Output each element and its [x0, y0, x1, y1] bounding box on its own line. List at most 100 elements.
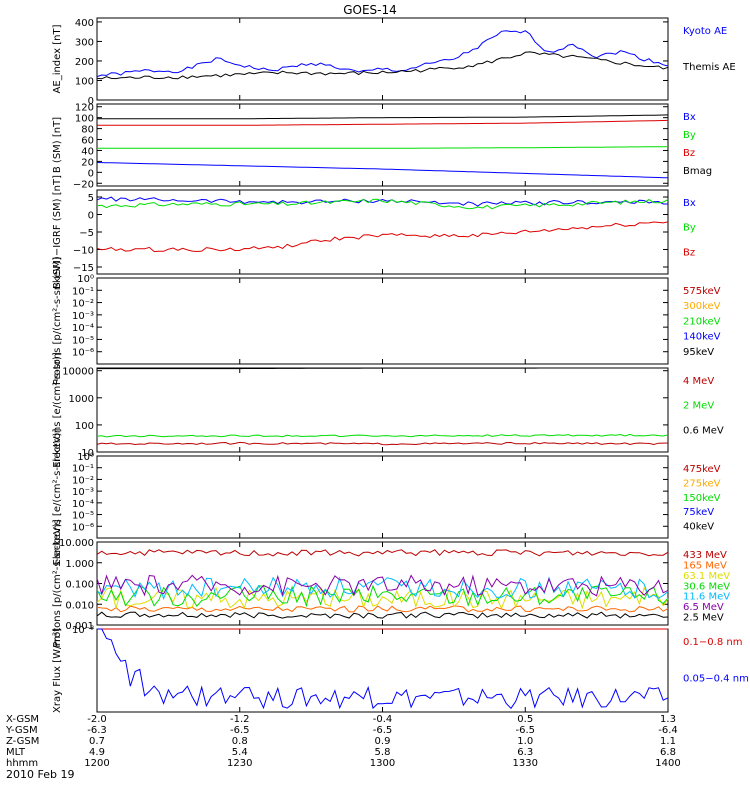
ephemeris-table: X-GSM -2.0 -1.2 -0.4 0.5 1.3 Y-GSM -6.3 -6.5 -6.5…	[5, 714, 681, 769]
y-axis-label: B (SM)−IGRF (SM) [nT]	[52, 175, 63, 289]
legend-entry: Themis AE	[682, 62, 736, 73]
series-line	[96, 441, 669, 446]
series-line	[96, 196, 668, 207]
legend-entry: 30.6 MeV	[683, 581, 730, 592]
ephem-label: X-GSM	[6, 714, 39, 725]
y-tick-label: −15	[73, 263, 94, 274]
y-axis-label: Xray Flux [W/m²]	[52, 628, 63, 713]
legend-entry: By	[683, 223, 696, 234]
y-tick-label: 10⁻⁸	[72, 625, 94, 636]
ephem-value: 1.3	[660, 714, 676, 725]
ephem-value: 6.3	[517, 747, 533, 758]
legend-entry: Bz	[683, 148, 695, 159]
y-tick-label: 40	[81, 146, 94, 157]
series-line	[96, 584, 669, 608]
y-tick-label: 100	[75, 421, 94, 432]
y-tick-label: −20	[73, 179, 94, 190]
series-line	[96, 162, 669, 179]
y-tick-label: 20	[81, 157, 94, 168]
y-tick-label: 10⁻⁴	[72, 323, 94, 334]
y-tick-label: 10⁻²	[72, 475, 94, 486]
ephem-value: 1.0	[517, 736, 533, 747]
legend-entry: Bx	[683, 198, 696, 209]
y-axis-label: AE_index [nT]	[52, 24, 63, 93]
ephem-value: -0.4	[373, 714, 393, 725]
legend-entry: 475keV	[683, 464, 721, 475]
y-axis-label: Electrons [e/(cm²-s-sr-keV)]	[52, 428, 63, 565]
ephem-value: 1330	[513, 758, 538, 769]
ephem-label: MLT	[6, 747, 26, 758]
date-label: 2010 Feb 19	[6, 768, 74, 781]
ephem-value: -6.3	[87, 725, 107, 736]
y-tick-label: 10⁻³	[72, 311, 94, 322]
y-axis-label: Protons [p/(cm²-s-sr-keV)]	[52, 257, 63, 385]
y-tick-label: 5	[88, 193, 94, 204]
y-tick-label: 10⁻⁵	[72, 511, 94, 522]
y-tick-label: 10⁻²	[72, 299, 94, 310]
legend-entry: 0.6 MeV	[683, 425, 724, 436]
series-line	[97, 146, 669, 149]
series-line	[97, 628, 669, 710]
y-tick-label: 1.000	[65, 559, 94, 570]
y-tick-label: 0	[88, 168, 94, 179]
legend-entry: 165 MeV	[683, 560, 727, 571]
y-tick-label: 10⁻⁴	[72, 499, 94, 510]
ephem-value: 1400	[655, 758, 680, 769]
y-tick-label: 10⁰	[77, 274, 94, 285]
ephem-value: 6.8	[660, 747, 676, 758]
ephem-label: Y-GSM	[5, 725, 38, 736]
legend-entry: 0.1−0.8 nm	[683, 637, 742, 648]
y-tick-label: 300	[75, 37, 94, 48]
ephem-value: 0.8	[232, 736, 248, 747]
ephem-value: 0.9	[375, 736, 391, 747]
ephem-value: 1230	[227, 758, 252, 769]
ephem-value: -2.0	[87, 714, 107, 725]
series-line	[96, 221, 669, 253]
y-tick-label: 200	[75, 57, 94, 68]
legend-entry: 63.1 MeV	[683, 571, 730, 582]
panel-frame	[96, 277, 669, 365]
legend-entry: 0.05−0.4 nm	[683, 674, 749, 685]
y-tick-label: −10	[73, 246, 94, 257]
series-line	[96, 586, 669, 610]
panel-1: 0 100 200 300 400 AE_index [nT] Kyoto AE Themis…	[52, 17, 736, 107]
y-tick-label: 10⁻⁶	[72, 522, 94, 533]
series-line	[96, 51, 669, 80]
y-axis-label: B (SM) [nT]	[52, 117, 63, 173]
panel-8: 10⁻⁸ Xray Flux [W/m²] 0.1−0.8 nm 0.05−0.4 n…	[52, 625, 749, 713]
ephem-label: Z-GSM	[6, 736, 39, 747]
y-tick-label: 100	[75, 76, 94, 87]
y-axis-label: Protons [p/(cm²-s-sr-keV)]	[52, 519, 63, 647]
series-line	[96, 576, 669, 601]
series-line	[96, 574, 669, 597]
y-tick-label: 10000	[62, 367, 94, 378]
y-tick-label: 60	[81, 136, 94, 147]
y-tick-label: 1000	[69, 394, 94, 405]
ephem-label: hhmm	[6, 758, 38, 769]
panel-5: 10000 1000 100 10 Electrons [e/(cm²-s-sr)] 4 …	[52, 352, 724, 468]
series-line	[96, 549, 669, 557]
y-tick-label: 400	[75, 18, 94, 29]
panel-frame	[96, 189, 669, 275]
ephem-value: -6.4	[658, 725, 678, 736]
y-tick-label: 10.000	[59, 538, 94, 549]
ephem-value: -6.5	[373, 725, 393, 736]
panel-frame	[96, 17, 669, 101]
series-line	[97, 119, 669, 126]
y-tick-label: 10	[81, 448, 94, 459]
y-tick-label: −5	[79, 228, 94, 239]
legend-entry: 210keV	[683, 316, 721, 327]
figure-title: GOES-14	[343, 3, 397, 17]
ephem-value: 1.1	[660, 736, 676, 747]
legend-entry: 275keV	[683, 478, 721, 489]
ephem-value: -6.5	[230, 725, 250, 736]
y-tick-label: 0	[88, 211, 94, 222]
series-line	[97, 367, 668, 370]
ephem-value: 1200	[84, 758, 109, 769]
legend-entry: Bx	[683, 112, 696, 123]
y-tick-label: 10⁻¹	[72, 286, 94, 297]
